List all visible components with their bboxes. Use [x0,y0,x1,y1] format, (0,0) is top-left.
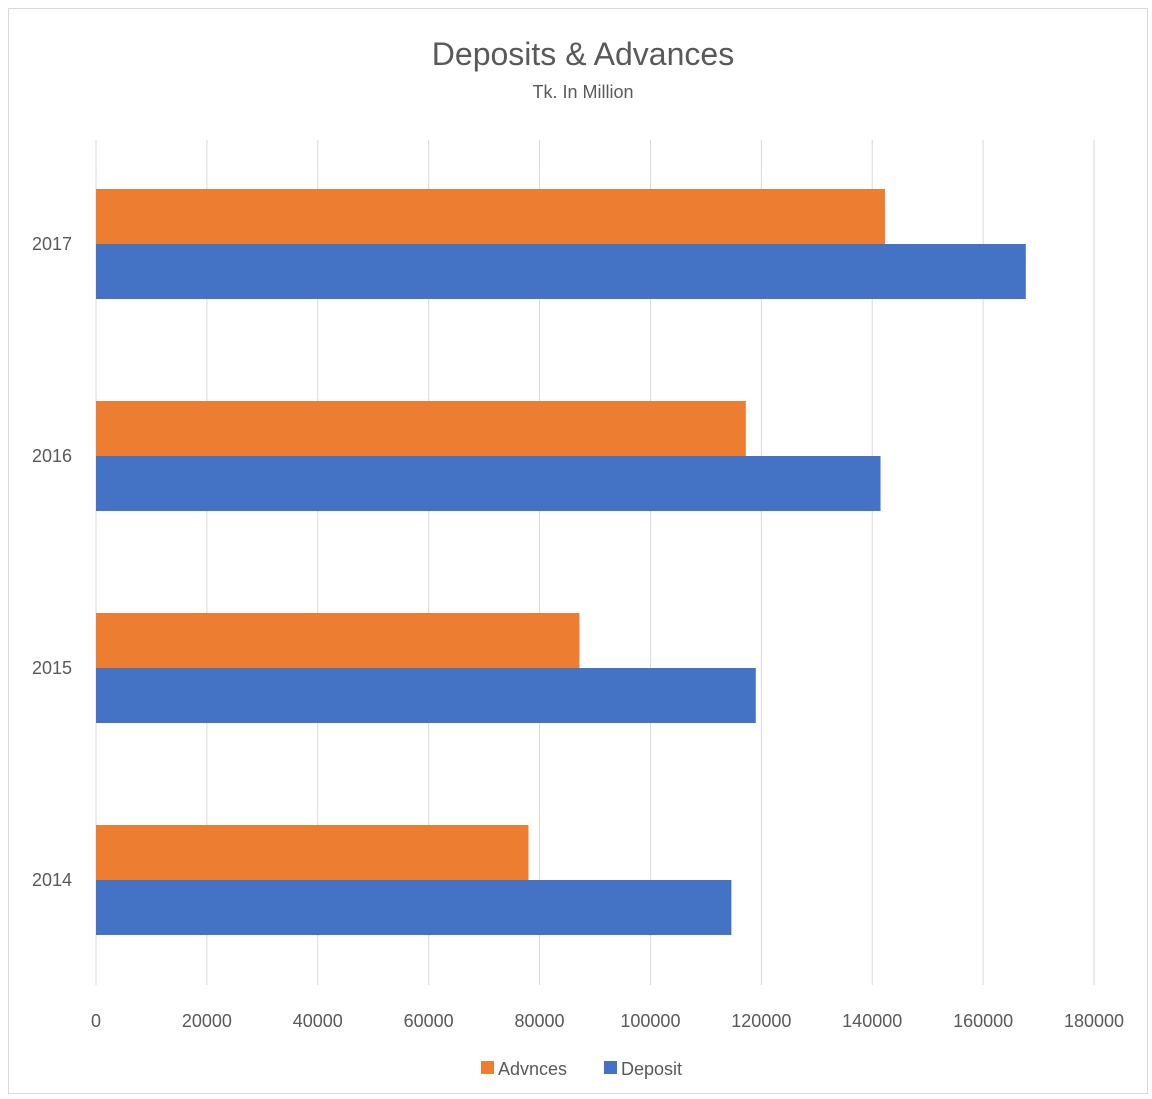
x-tick-label: 60000 [404,1011,454,1031]
chart-title: Deposits & Advances [432,36,734,72]
x-tick-label: 120000 [731,1011,791,1031]
x-tick-label: 20000 [182,1011,232,1031]
x-tick-label: 100000 [620,1011,680,1031]
x-tick-label: 0 [91,1011,101,1031]
bar-deposit-2016 [96,456,881,511]
bar-deposit-2014 [96,880,732,935]
bar-advnces-2017 [96,189,885,244]
bar-advnces-2016 [96,401,746,456]
x-tick-label: 40000 [293,1011,343,1031]
bars [96,189,1026,935]
x-tick-label: 140000 [842,1011,902,1031]
x-tick-label: 80000 [515,1011,565,1031]
y-tick-label: 2015 [32,658,72,678]
x-tick-label: 160000 [953,1011,1013,1031]
legend-label-advnces: Advnces [498,1059,567,1079]
y-tick-label: 2014 [32,870,72,890]
legend-label-deposit: Deposit [621,1059,682,1079]
bar-deposit-2017 [96,244,1026,299]
y-axis-tick-labels: 2014 2015 2016 2017 [32,234,72,890]
bar-advnces-2014 [96,825,529,880]
x-tick-label: 180000 [1064,1011,1124,1031]
bar-deposit-2015 [96,668,756,723]
y-tick-label: 2016 [32,446,72,466]
y-tick-label: 2017 [32,234,72,254]
legend-swatch-advnces [481,1061,494,1074]
x-axis-tick-labels: 0 20000 40000 60000 80000 100000 120000 140000 1… [91,1011,1124,1031]
legend: Advnces Deposit [481,1059,682,1079]
chart-subtitle: Tk. In Million [532,82,633,102]
bar-advnces-2015 [96,613,580,668]
legend-swatch-deposit [604,1061,617,1074]
